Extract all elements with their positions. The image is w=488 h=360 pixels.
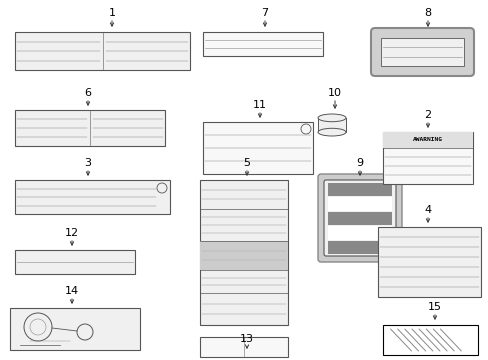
- Text: 12: 12: [65, 228, 79, 238]
- Text: 8: 8: [424, 8, 431, 18]
- Bar: [382, 132, 472, 148]
- Text: AWARNING: AWARNING: [412, 137, 442, 142]
- Bar: [377, 227, 480, 297]
- Ellipse shape: [317, 114, 346, 122]
- Text: 9: 9: [356, 158, 363, 168]
- Text: 4: 4: [424, 205, 431, 215]
- Bar: [15, 180, 170, 214]
- Text: 15: 15: [427, 302, 441, 312]
- Bar: [382, 325, 477, 355]
- Bar: [382, 132, 472, 184]
- Ellipse shape: [317, 128, 346, 136]
- Bar: [327, 240, 391, 254]
- FancyBboxPatch shape: [370, 28, 473, 76]
- Bar: [327, 212, 391, 225]
- Bar: [200, 180, 287, 325]
- Text: 6: 6: [84, 88, 91, 98]
- Bar: [200, 337, 287, 357]
- Text: 1: 1: [108, 8, 115, 18]
- Text: 13: 13: [240, 334, 253, 344]
- Bar: [327, 226, 391, 240]
- Text: 5: 5: [243, 158, 250, 168]
- Text: 11: 11: [252, 100, 266, 110]
- Text: 3: 3: [84, 158, 91, 168]
- Bar: [15, 250, 135, 274]
- Bar: [203, 122, 312, 174]
- Bar: [203, 32, 323, 56]
- Bar: [10, 308, 140, 350]
- Text: 14: 14: [65, 286, 79, 296]
- FancyBboxPatch shape: [317, 174, 401, 262]
- Bar: [380, 38, 463, 66]
- Bar: [327, 197, 391, 211]
- Bar: [15, 110, 164, 146]
- Text: 10: 10: [327, 88, 341, 98]
- Bar: [317, 118, 346, 132]
- Bar: [200, 241, 287, 270]
- Text: 2: 2: [424, 110, 431, 120]
- Bar: [15, 32, 190, 70]
- Bar: [327, 183, 391, 197]
- Text: 7: 7: [261, 8, 268, 18]
- FancyBboxPatch shape: [324, 180, 395, 256]
